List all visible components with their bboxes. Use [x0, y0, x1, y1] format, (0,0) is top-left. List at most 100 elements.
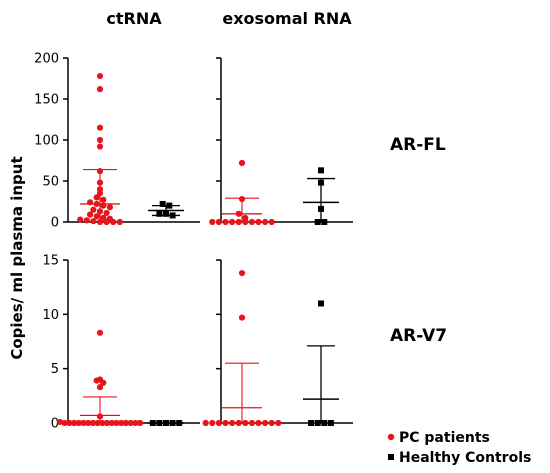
data-point-pc-patients — [215, 218, 222, 226]
data-point-pc-patients — [122, 419, 129, 427]
data-point-pc-patients — [235, 218, 242, 226]
data-point-pc-patients — [100, 196, 107, 203]
legend-marker-healthy-controls — [388, 454, 394, 460]
row-label-ar-fl: AR-FL — [390, 135, 446, 155]
data-point-pc-patients — [222, 419, 229, 427]
y-tick-label: 100 — [34, 134, 59, 149]
data-point-pc-patients — [106, 204, 113, 211]
y-tick-label: 15 — [42, 254, 59, 269]
data-point-pc-patients — [262, 419, 269, 427]
data-point-pc-patients — [275, 419, 282, 427]
data-point-pc-patients — [93, 194, 100, 201]
data-point-pc-patients — [83, 217, 90, 224]
data-point-healthy-controls — [321, 420, 328, 426]
data-point-pc-patients — [127, 419, 134, 427]
y-tick-label: 50 — [42, 175, 59, 190]
data-point-pc-patients — [222, 218, 229, 226]
data-point-pc-patients — [103, 218, 110, 226]
data-point-pc-patients — [262, 218, 269, 226]
data-point-pc-patients — [268, 419, 275, 427]
data-point-pc-patients — [93, 213, 100, 220]
row-label-ar-v7: AR-V7 — [390, 326, 447, 346]
data-point-pc-patients — [96, 72, 104, 80]
data-point-pc-patients — [202, 419, 209, 427]
data-point-pc-patients — [77, 216, 84, 223]
panel-ar-v7-ctrna: 0 5 10 15 — [42, 254, 200, 432]
data-point-pc-patients — [96, 329, 104, 336]
data-point-pc-patients — [229, 218, 236, 226]
legend-label-healthy-controls: Healthy Controls — [399, 450, 531, 466]
data-point-healthy-controls — [314, 219, 321, 225]
legend: PC patients Healthy Controls — [387, 430, 531, 466]
data-point-pc-patients — [80, 419, 87, 427]
data-point-pc-patients — [75, 419, 82, 427]
data-point-pc-patients — [116, 218, 123, 226]
data-point-healthy-controls — [327, 420, 334, 426]
legend-marker-pc-patients — [387, 433, 395, 441]
data-point-pc-patients — [89, 419, 97, 427]
data-point-pc-patients — [242, 419, 249, 427]
data-point-pc-patients — [229, 419, 236, 427]
data-point-pc-patients — [100, 379, 107, 386]
data-point-healthy-controls — [159, 200, 166, 207]
data-point-pc-patients — [110, 218, 117, 226]
data-point-pc-patients — [108, 419, 115, 427]
data-point-pc-patients — [215, 419, 222, 427]
data-point-pc-patients — [61, 419, 68, 427]
y-axis-title: Copies/ ml plasma input — [8, 156, 26, 359]
y-tick-label: 200 — [34, 52, 59, 67]
data-point-pc-patients — [85, 419, 92, 427]
data-point-pc-patients — [136, 419, 144, 427]
data-point-pc-patients — [132, 419, 139, 427]
data-point-pc-patients — [248, 419, 255, 427]
data-point-pc-patients — [209, 419, 216, 427]
data-point-healthy-controls — [314, 420, 321, 426]
data-point-pc-patients — [96, 143, 104, 150]
data-point-healthy-controls — [318, 167, 324, 174]
data-point-pc-patients — [268, 218, 275, 226]
data-point-pc-patients — [238, 269, 246, 277]
legend-label-pc-patients: PC patients — [399, 430, 490, 446]
data-point-healthy-controls — [308, 420, 315, 426]
plot-panels: 0 50 100 150 200 0 5 10 15 — [34, 52, 353, 432]
data-point-pc-patients — [99, 419, 106, 427]
data-point-healthy-controls — [321, 219, 328, 225]
data-point-pc-patients — [96, 124, 104, 131]
data-point-pc-patients — [87, 211, 94, 218]
data-point-pc-patients — [235, 419, 242, 427]
data-point-pc-patients — [90, 206, 97, 213]
data-point-pc-patients — [242, 218, 249, 226]
panel-ar-fl-ctrna: 0 50 100 150 200 — [34, 52, 200, 231]
data-point-pc-patients — [96, 86, 104, 93]
panel-ar-fl-exosomal-rna — [209, 57, 353, 226]
y-tick-label: 150 — [34, 93, 59, 108]
data-point-pc-patients — [248, 218, 255, 226]
data-point-healthy-controls — [318, 300, 324, 307]
data-point-pc-patients — [93, 377, 100, 384]
data-point-healthy-controls — [156, 210, 163, 217]
y-tick-label: 0 — [51, 216, 59, 231]
data-point-pc-patients — [238, 159, 246, 167]
y-tick-label: 10 — [42, 308, 59, 323]
data-point-pc-patients — [118, 419, 125, 427]
data-point-pc-patients — [255, 419, 262, 427]
data-point-pc-patients — [96, 384, 104, 391]
column-title-ctrna: ctRNA — [106, 9, 162, 28]
data-point-pc-patients — [71, 419, 78, 427]
data-point-pc-patients — [56, 418, 64, 426]
data-point-pc-patients — [94, 419, 101, 427]
data-point-pc-patients — [209, 218, 216, 226]
column-title-exosomal-rna: exosomal RNA — [222, 9, 352, 28]
y-tick-label: 0 — [51, 417, 59, 432]
panel-ar-v7-exosomal-rna — [202, 259, 353, 427]
data-point-pc-patients — [103, 209, 110, 217]
data-point-pc-patients — [113, 419, 120, 427]
y-tick-label: 5 — [51, 362, 59, 377]
data-point-pc-patients — [66, 419, 73, 427]
data-point-pc-patients — [103, 419, 111, 427]
data-point-pc-patients — [238, 314, 246, 321]
data-point-pc-patients — [90, 218, 97, 225]
data-point-pc-patients — [255, 218, 262, 226]
data-point-pc-patients — [96, 136, 104, 144]
